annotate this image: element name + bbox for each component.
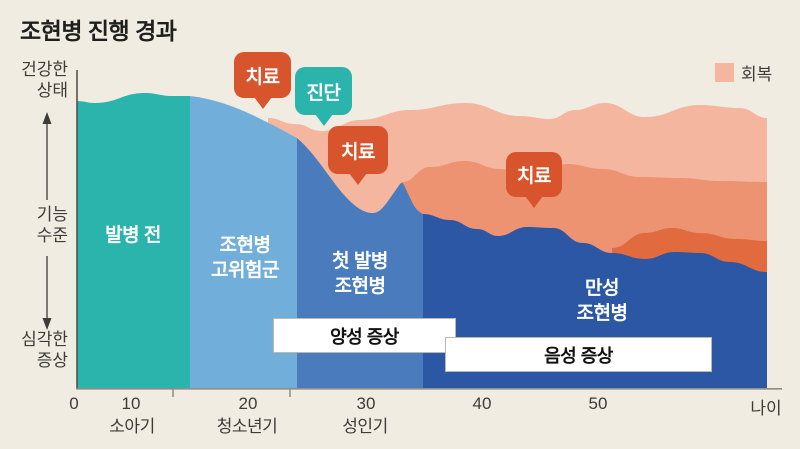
y-axis-arrow [42, 112, 52, 330]
bubble-tail-icon [525, 196, 543, 208]
x-stage-adolescence: 청소년기 [216, 417, 278, 436]
x-stage-childhood: 소아기 [109, 417, 155, 436]
bubble-treatment-2: 치료 [328, 126, 388, 185]
bubble-tail-icon [253, 97, 272, 109]
bubble-diagnosis: 진단 [295, 67, 352, 126]
legend-label: 회복 [741, 65, 773, 84]
bubble-treatment-3-label: 치료 [517, 166, 551, 187]
y-axis-label-function-level: 기능 수준 [36, 205, 68, 245]
x-tick-50: 50 [588, 394, 608, 413]
area-label-first-episode: 첫 발병 조현병 [332, 251, 388, 297]
negative-symptoms-box: 음성 증상 [445, 337, 712, 372]
bubble-treatment-1-label: 치료 [245, 66, 280, 88]
legend-swatch-recovery [715, 63, 734, 82]
bubble-tail-icon [349, 173, 367, 185]
x-tick-20: 20 [238, 394, 258, 413]
x-axis-unit-label: 나이 [750, 399, 782, 418]
area-premorbid [77, 93, 190, 389]
bubble-diagnosis-label: 진단 [306, 82, 341, 104]
x-tick-30: 30 [356, 394, 376, 413]
bubble-treatment-3: 치료 [506, 152, 562, 208]
x-stage-adulthood: 성인기 [342, 417, 388, 436]
y-axis-label-healthy: 건강한 상태 [21, 60, 68, 100]
area-label-premorbid: 발병 전 [105, 225, 161, 246]
page-title: 조현병 진행 경과 [20, 18, 177, 44]
positive-symptoms-box: 양성 증상 [273, 318, 456, 353]
positive-symptoms-label: 양성 증상 [330, 326, 399, 347]
negative-symptoms-label: 음성 증상 [544, 345, 613, 366]
x-tick-0: 0 [69, 394, 79, 413]
bubble-tail-icon [314, 114, 333, 126]
y-axis-label-severe: 심각한 증상 [21, 330, 68, 370]
area-label-chronic: 만성 조현병 [576, 278, 628, 324]
bubble-treatment-2-label: 치료 [341, 141, 375, 163]
x-tick-40: 40 [472, 394, 492, 413]
bubble-treatment-1: 치료 [234, 52, 291, 109]
area-high-risk [190, 96, 297, 389]
area-label-high-risk: 조현병 고위험군 [211, 235, 279, 281]
legend-recovery: 회복 [715, 60, 772, 85]
x-tick-10: 10 [121, 394, 141, 413]
